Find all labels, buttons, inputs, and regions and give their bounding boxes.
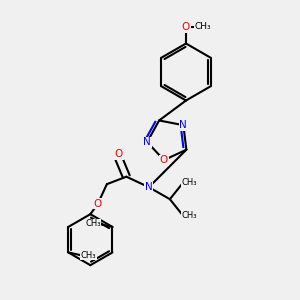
Text: CH₃: CH₃ [182,211,197,220]
Text: N: N [179,120,187,130]
Text: O: O [94,199,102,209]
Text: CH₃: CH₃ [85,219,101,228]
Text: CH₃: CH₃ [182,178,197,187]
Text: CH₃: CH₃ [81,251,96,260]
Text: O: O [182,22,190,32]
Text: O: O [115,149,123,159]
Text: O: O [160,155,168,165]
Text: CH₃: CH₃ [194,22,211,31]
Text: N: N [143,137,151,147]
Text: N: N [145,182,153,192]
